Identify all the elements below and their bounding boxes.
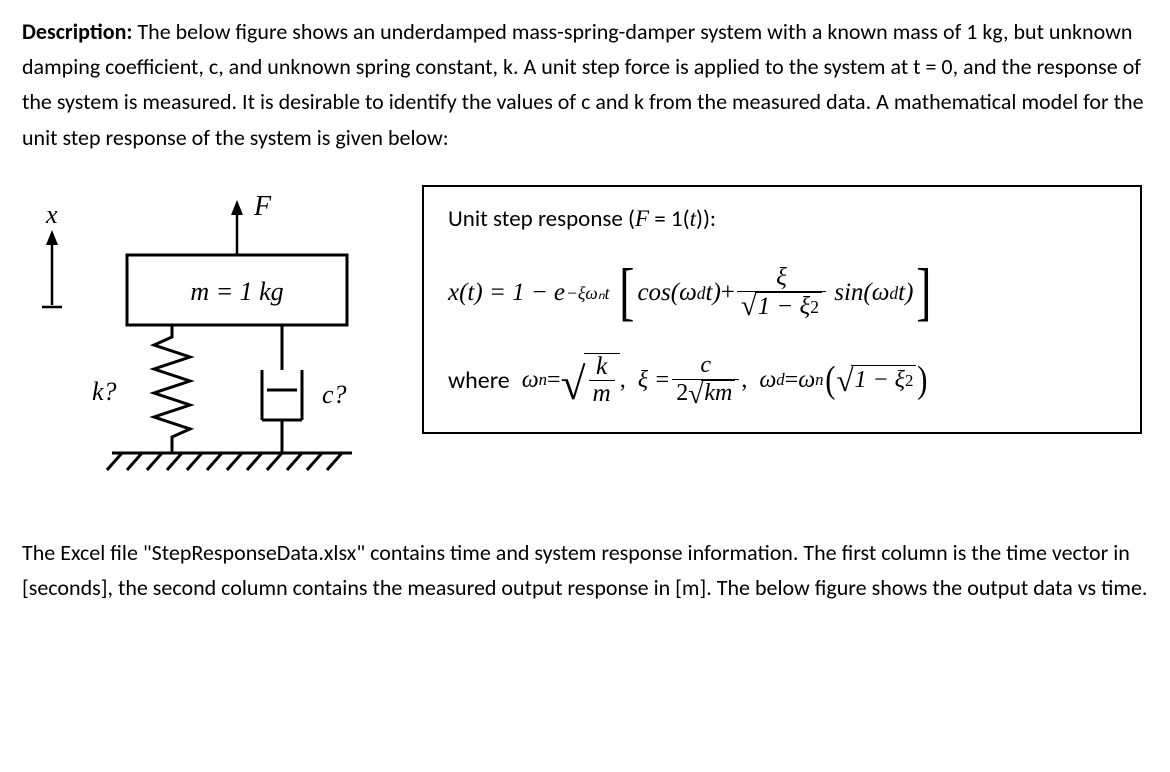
- eq-eq1: =: [547, 367, 561, 394]
- eq-frac: ξ √ 1 − ξ2: [737, 265, 826, 321]
- x-label: x: [45, 200, 58, 229]
- equation-box: Unit step response (F = 1(t)): x(t) = 1 …: [422, 185, 1142, 434]
- eq-frac-num: ξ: [772, 265, 791, 291]
- eq-wd: ω: [759, 367, 776, 394]
- eq-frac-c: c 2 √ km: [672, 353, 739, 407]
- mass-block: m = 1 kg: [127, 255, 347, 325]
- force-label: F: [253, 191, 272, 222]
- eq-1mxi2b: 1 − ξ: [854, 367, 904, 394]
- eq-two: 2: [676, 381, 688, 406]
- eq-cos: cos(ω: [637, 279, 696, 307]
- footer-text: The Excel file "StepResponseData.xlsx" c…: [22, 539, 1147, 601]
- description-paragraph: Description: The below figure shows an u…: [22, 14, 1148, 155]
- eq-k: k: [592, 354, 611, 380]
- eq-sqrt-km2: √ km: [688, 380, 735, 408]
- eq-where: where: [448, 366, 510, 395]
- footer-paragraph: The Excel file "StepResponseData.xlsx" c…: [22, 535, 1148, 605]
- eq-title-eq: = 1(: [649, 205, 690, 233]
- eq-d1: d: [697, 283, 706, 303]
- diagram-svg: x F m = 1 kg k?: [22, 185, 382, 505]
- eq-c2: ,: [741, 367, 759, 394]
- equation-title: Unit step response (F = 1(t)):: [448, 205, 1116, 233]
- eq-c1: ,: [620, 367, 638, 394]
- eq-c: c: [696, 353, 715, 378]
- description-label: Description:: [22, 18, 132, 45]
- eq-sqrt-final: √ 1 − ξ2: [836, 365, 916, 396]
- eq-title-prefix: Unit step response (: [448, 205, 635, 233]
- eq-1mxi2a: 1 − ξ: [758, 294, 811, 320]
- eq-d2: d: [889, 283, 898, 303]
- eq-exp: −ξωₙt: [566, 283, 610, 303]
- eq-xt: x(t) = 1 − e: [448, 279, 565, 307]
- eq-wn2: ω: [798, 367, 815, 394]
- eq-title-suffix: )):: [696, 205, 716, 233]
- description-text: The below figure shows an underdamped ma…: [22, 18, 1144, 151]
- eq-n2: n: [815, 370, 823, 389]
- damper: [262, 325, 302, 453]
- eq-eq2: =: [785, 367, 799, 394]
- eq-tc1: t): [706, 279, 721, 307]
- mass-label: m = 1 kg: [190, 277, 283, 306]
- eq-n1: n: [539, 370, 547, 389]
- eq-m: m: [589, 381, 615, 407]
- mass-spring-damper-diagram: x F m = 1 kg k?: [22, 185, 382, 505]
- eq-sqrt-den: √ 1 − ξ2: [741, 292, 822, 321]
- eq-km: km: [701, 380, 735, 408]
- spring-label: k?: [92, 377, 117, 406]
- eq-sqrt-km: √ k m: [561, 353, 620, 408]
- eq-plus: +: [721, 279, 735, 307]
- eq-wn: ω: [522, 367, 539, 394]
- eq-xieq: ξ =: [638, 367, 670, 394]
- figure-row: x F m = 1 kg k?: [22, 185, 1148, 505]
- ground: [107, 453, 352, 470]
- x-axis-arrow: x: [42, 200, 62, 307]
- document-page: Description: The below figure shows an u…: [0, 0, 1170, 629]
- force-arrow: F: [231, 191, 272, 255]
- damper-label: c?: [322, 380, 347, 409]
- spring: [154, 325, 190, 453]
- eq-title-F: F: [635, 206, 649, 231]
- eq-sin: sin(ω: [834, 279, 889, 307]
- eq-tc2: t): [898, 279, 913, 307]
- main-equation: x(t) = 1 − e −ξωₙt [ cos(ωdt) + ξ √ 1 − …: [448, 265, 935, 321]
- where-equation: where ωn = √ k m , ξ = c: [448, 353, 1116, 408]
- eq-d3: d: [776, 370, 784, 389]
